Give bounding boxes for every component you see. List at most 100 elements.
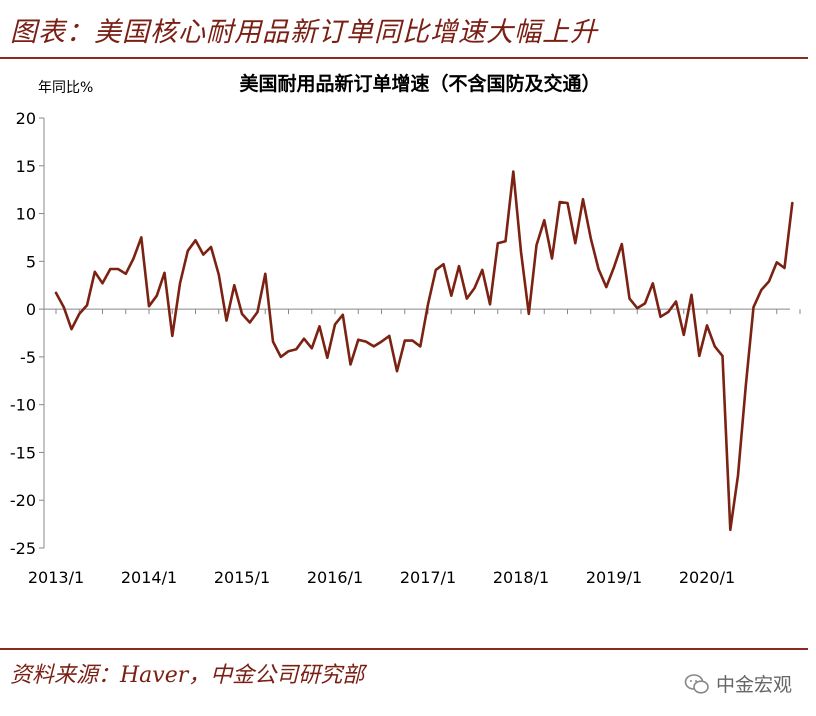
- data-point: [683, 334, 685, 336]
- wechat-icon: [684, 673, 709, 694]
- data-point: [644, 302, 646, 305]
- data-point: [156, 294, 158, 297]
- data-point: [311, 347, 313, 350]
- source-note: 资料来源：Haver，中金公司研究部: [10, 663, 365, 688]
- data-point: [528, 313, 530, 315]
- y-tick-label: -25: [10, 539, 36, 558]
- y-tick-label: 5: [26, 252, 36, 271]
- data-point: [125, 273, 127, 275]
- data-point: [450, 294, 453, 297]
- x-tick-label: 2013/1: [28, 568, 84, 587]
- data-point: [435, 269, 437, 271]
- data-point: [86, 304, 88, 307]
- data-point: [280, 356, 282, 358]
- data-point: [187, 250, 189, 252]
- data-point: [388, 335, 391, 337]
- data-point: [287, 350, 290, 353]
- y-tick-label: -20: [10, 491, 36, 510]
- x-axis: 2013/1 2014/1 2015/1 2016/1 2017/1 2018/1 2019…: [28, 308, 801, 587]
- x-tick-label: 2014/1: [121, 568, 177, 587]
- data-point: [334, 323, 336, 326]
- data-point: [256, 311, 259, 313]
- data-point: [411, 339, 414, 342]
- series-line: [54, 170, 794, 532]
- data-point: [210, 246, 212, 248]
- data-point: [497, 242, 499, 244]
- data-point: [427, 303, 429, 306]
- data-point: [194, 239, 197, 242]
- data-point: [458, 265, 460, 267]
- data-point: [264, 273, 267, 275]
- data-point: [690, 294, 693, 296]
- y-axis: 20 15 10 5 0 -5 -10 -15 -20 -25: [10, 109, 45, 558]
- data-point: [318, 325, 321, 328]
- footer-divider: [0, 648, 808, 650]
- data-point: [721, 355, 724, 357]
- data-point: [148, 305, 150, 307]
- data-point: [659, 316, 662, 318]
- x-tick-label: 2020/1: [679, 568, 735, 587]
- figure-title: 图表：美国核心耐用品新订单同比增速大幅上升: [10, 17, 598, 48]
- data-point: [636, 307, 639, 309]
- data-point: [512, 170, 515, 173]
- data-point: [613, 266, 615, 268]
- data-point: [566, 202, 569, 204]
- data-point: [272, 340, 274, 343]
- data-point: [365, 340, 367, 343]
- data-point: [737, 474, 739, 477]
- x-tick-label: 2017/1: [400, 568, 456, 587]
- data-point: [698, 355, 701, 357]
- data-point: [714, 345, 716, 348]
- line-chart: 美国耐用品新订单增速（不含国防及交通） 年同比% 20 15 10 5 0 -5 -10 -1…: [10, 72, 801, 587]
- data-point: [481, 269, 484, 271]
- data-point: [78, 313, 81, 315]
- series-group: [54, 170, 794, 532]
- data-point: [349, 363, 352, 366]
- data-point: [574, 242, 577, 244]
- data-point: [667, 311, 670, 313]
- data-point: [419, 345, 422, 348]
- data-point: [63, 306, 65, 308]
- data-point: [396, 370, 398, 373]
- data-point: [559, 201, 561, 203]
- data-point: [605, 286, 608, 288]
- data-point: [55, 292, 57, 294]
- x-tick-label: 2018/1: [493, 568, 549, 587]
- data-point: [652, 282, 654, 285]
- x-tick-label: 2015/1: [214, 568, 270, 587]
- data-point: [504, 240, 507, 243]
- data-point: [520, 251, 522, 253]
- data-point: [706, 324, 708, 327]
- data-point: [342, 314, 344, 316]
- data-point: [621, 243, 623, 245]
- y-tick-label: -5: [20, 348, 36, 367]
- data-point: [94, 271, 96, 273]
- data-point: [225, 319, 228, 322]
- data-point: [760, 289, 763, 291]
- data-point: [745, 384, 747, 387]
- data-point: [582, 198, 584, 200]
- data-point: [303, 337, 305, 340]
- y-tick-label: 20: [16, 109, 36, 128]
- data-point: [551, 257, 553, 260]
- data-point: [543, 219, 546, 221]
- watermark-text: 中金宏观: [715, 674, 792, 696]
- data-point: [179, 282, 181, 285]
- y-tick-label: 15: [16, 157, 36, 176]
- data-point: [326, 357, 329, 359]
- data-point: [171, 335, 174, 337]
- data-point: [241, 313, 243, 315]
- data-point: [404, 339, 406, 342]
- x-tick-label: 2019/1: [586, 568, 642, 587]
- data-point: [473, 287, 476, 289]
- data-point: [357, 338, 360, 341]
- x-tick-label: 2016/1: [307, 568, 363, 587]
- data-point: [675, 300, 677, 303]
- data-point: [783, 267, 786, 269]
- data-point: [218, 273, 220, 276]
- data-point: [249, 321, 251, 324]
- chart-title: 美国耐用品新订单增速（不含国防及交通）: [239, 72, 600, 95]
- data-point: [101, 282, 104, 285]
- data-point: [202, 253, 205, 256]
- y-tick-label: 0: [26, 300, 36, 319]
